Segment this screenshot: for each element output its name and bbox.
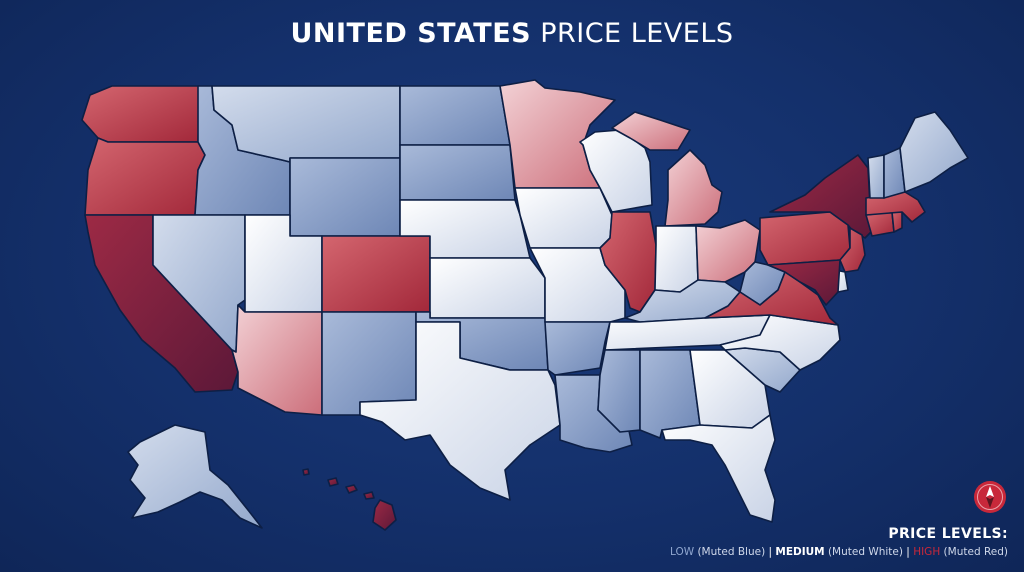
state-fl[interactable] [661, 414, 776, 523]
state-va[interactable] [704, 271, 839, 326]
state-wa[interactable] [81, 85, 201, 143]
title-bold: UNITED STATES [290, 18, 532, 49]
state-il[interactable] [599, 211, 657, 313]
state-hi-1[interactable] [302, 468, 310, 476]
state-ma[interactable] [865, 191, 926, 223]
map-title: UNITED STATES PRICE LEVELS [0, 18, 1024, 49]
state-me[interactable] [899, 111, 969, 193]
state-hi-4[interactable] [363, 491, 375, 500]
state-hi-3[interactable] [345, 484, 358, 494]
state-in[interactable] [654, 225, 699, 293]
state-ks[interactable] [429, 257, 546, 319]
state-hi-2[interactable] [327, 477, 339, 487]
state-wy[interactable] [289, 157, 401, 237]
title-light: PRICE LEVELS [540, 18, 734, 49]
state-wi[interactable] [579, 129, 653, 213]
state-ct[interactable] [865, 211, 895, 237]
state-mt[interactable] [211, 85, 401, 163]
legend-separator: | [902, 546, 914, 558]
legend-medium-desc: (Muted White) [824, 546, 903, 558]
legend-low-desc: (Muted Blue) [694, 546, 766, 558]
state-tx[interactable] [359, 321, 561, 501]
state-ak[interactable] [127, 424, 263, 529]
state-nj[interactable] [839, 227, 866, 273]
state-nc[interactable] [719, 314, 841, 371]
state-or[interactable] [84, 137, 206, 216]
legend-separator: | [765, 546, 776, 558]
state-sd[interactable] [399, 144, 516, 201]
legend-high-label: HIGH [913, 546, 941, 558]
state-ar[interactable] [544, 321, 611, 376]
state-md[interactable] [767, 259, 841, 306]
state-ia[interactable] [514, 187, 613, 249]
state-co[interactable] [321, 235, 431, 313]
state-nm[interactable] [321, 311, 417, 416]
legend-low-label: LOW [669, 546, 695, 558]
legend: PRICE LEVELS: LOW (Muted Blue) | MEDIUM … [670, 526, 1008, 558]
legend-items: LOW (Muted Blue) | MEDIUM (Muted White) … [670, 546, 1008, 558]
state-az[interactable] [231, 304, 323, 416]
state-hi-5[interactable] [372, 499, 397, 531]
state-mn[interactable] [499, 79, 616, 189]
state-mi[interactable] [664, 149, 723, 227]
state-mi-upper[interactable] [611, 111, 691, 151]
state-vt[interactable] [867, 154, 885, 199]
legend-title: PRICE LEVELS: [888, 526, 1008, 542]
state-ri[interactable] [891, 211, 903, 233]
legend-medium-label: MEDIUM [775, 546, 825, 558]
state-nd[interactable] [399, 85, 511, 146]
legend-high-desc: (Muted Red) [940, 546, 1008, 558]
state-pa[interactable] [759, 211, 851, 266]
compass-icon [974, 481, 1006, 513]
